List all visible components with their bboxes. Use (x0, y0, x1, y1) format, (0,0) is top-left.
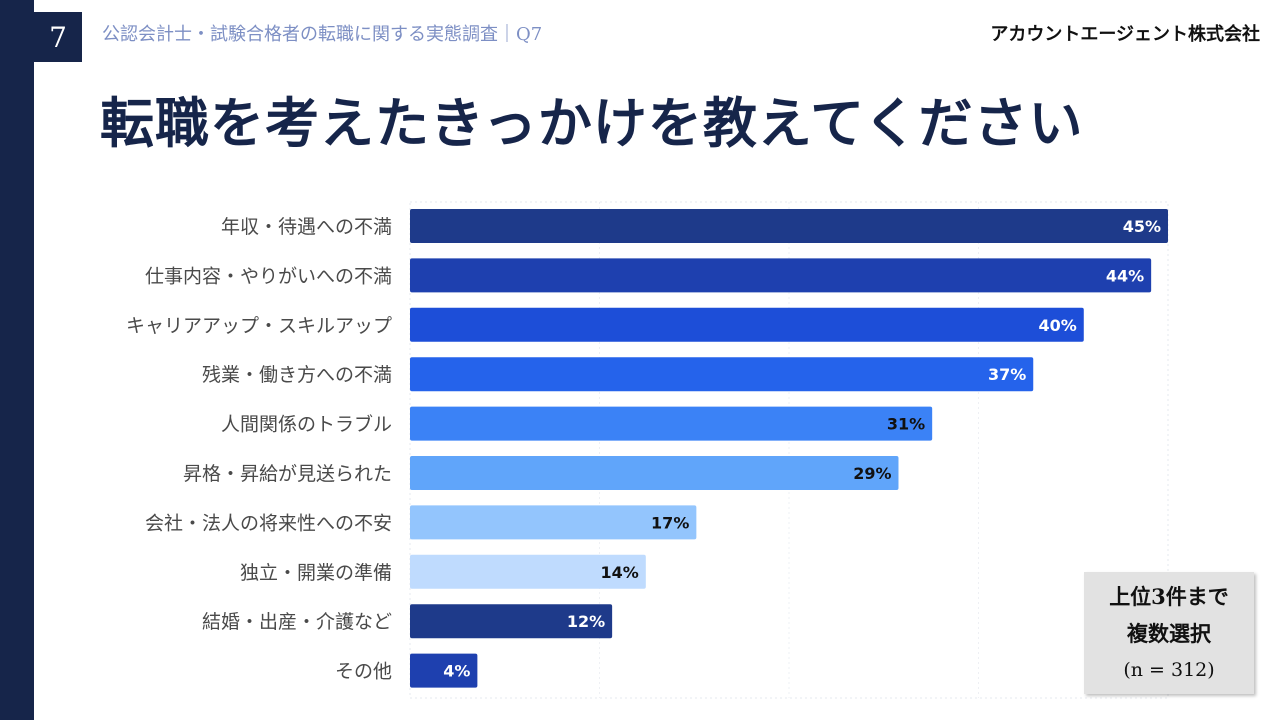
category-label: 結婚・出産・介護など (202, 611, 392, 633)
category-label: その他 (335, 661, 392, 683)
category-label: 仕事内容・やりがいへの不満 (145, 265, 392, 287)
bar-6 (410, 456, 899, 490)
left-accent-band (0, 0, 34, 720)
company-name: アカウントエージェント株式会社 (990, 24, 1260, 45)
category-label: 年収・待遇への不満 (221, 216, 392, 238)
bar-4 (410, 357, 1034, 392)
note-line-2: 複数選択 (1127, 620, 1211, 646)
category-label: 昇格・昇給が見送られた (183, 463, 392, 485)
selection-note: 上位3件まで 複数選択 (n = 312) (1084, 572, 1254, 694)
note-sample-size: (n = 312) (1123, 658, 1215, 681)
category-label: キャリアアップ・スキルアップ (126, 315, 392, 337)
survey-subtitle: 公認会計士・試験合格者の転職に関する実態調査｜Q7 (102, 24, 543, 45)
bar-value-label: 4% (443, 662, 470, 681)
bar-10 (410, 653, 478, 688)
page-number: 7 (34, 12, 82, 62)
bar-value-label: 37% (988, 365, 1026, 384)
bar-2 (410, 258, 1152, 293)
bar-value-label: 40% (1038, 316, 1076, 335)
bar-value-label: 45% (1123, 217, 1161, 236)
bar-7 (410, 505, 697, 540)
page-title: 転職を考えたきっかけを教えてください (100, 91, 1084, 155)
bar-9 (410, 604, 613, 639)
category-label: 残業・働き方への不満 (202, 364, 392, 386)
bar-value-label: 12% (567, 612, 605, 631)
bar-value-label: 17% (651, 513, 689, 532)
bar-5 (410, 406, 933, 441)
bar-value-label: 14% (601, 563, 639, 582)
plot-area-frame (409, 201, 1169, 699)
category-label: 人間関係のトラブル (221, 413, 392, 436)
category-label: 会社・法人の将来性への不安 (145, 512, 392, 534)
bar-1 (410, 209, 1168, 243)
bar-value-label: 29% (853, 464, 891, 483)
bar-value-label: 31% (887, 415, 925, 434)
bar-value-label: 44% (1106, 266, 1144, 285)
bar-3 (410, 307, 1084, 342)
note-line-1: 上位3件まで (1109, 583, 1229, 609)
category-label: 独立・開業の準備 (240, 562, 392, 584)
bar-8 (410, 554, 646, 589)
